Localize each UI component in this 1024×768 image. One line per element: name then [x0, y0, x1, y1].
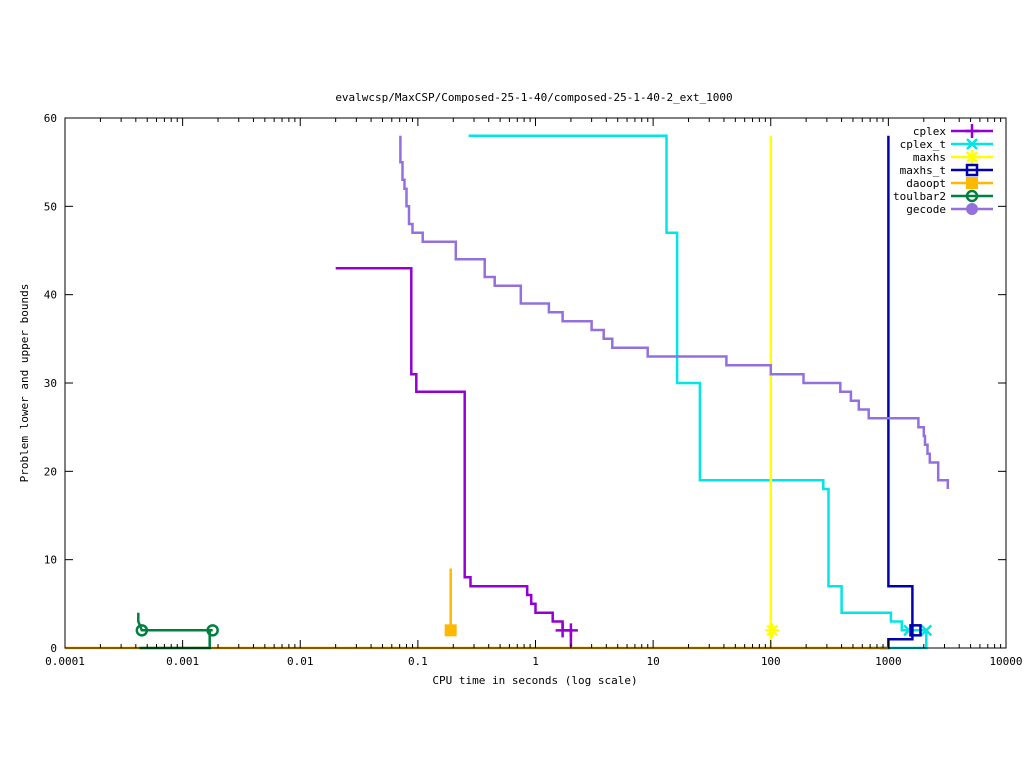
legend-marker — [965, 150, 979, 164]
series-line-cplex — [335, 266, 573, 648]
legend-marker — [966, 138, 978, 150]
legend: cplexcplex_tmaxhsmaxhs_tdaoopttoulbar2ge… — [893, 124, 993, 216]
data-point-maxhs_t — [909, 624, 922, 637]
series-toulbar2 — [135, 612, 219, 650]
x-axis-label: CPU time in seconds (log scale) — [432, 674, 637, 687]
legend-item-maxhs: maxhs — [913, 150, 993, 164]
legend-item-maxhs_t: maxhs_t — [900, 163, 993, 177]
y-axis: 0 10 20 30 40 50 60 — [44, 112, 1006, 655]
x-tick-label: 0.0001 — [45, 655, 85, 668]
legend-marker — [966, 177, 978, 189]
series-cplex_t — [468, 134, 933, 650]
x-tick-label: 1 — [532, 655, 539, 668]
legend-marker — [965, 189, 979, 203]
legend-marker — [965, 163, 979, 177]
chart-title: evalwcsp/MaxCSP/Composed-25-1-40/compose… — [335, 91, 732, 104]
legend-item-cplex_t: cplex_t — [900, 138, 993, 151]
x-tick-label: 1000 — [875, 655, 902, 668]
x-tick-label: 100 — [761, 655, 781, 668]
legend-label: daoopt — [906, 177, 946, 190]
y-tick-label: 30 — [44, 377, 57, 390]
series-maxhs — [765, 135, 780, 648]
x-tick-label: 10 — [647, 655, 660, 668]
legend-label: maxhs_t — [900, 164, 946, 177]
plot-series — [65, 134, 950, 650]
series-line-cplex_t — [468, 134, 928, 650]
data-point-toulbar2 — [135, 624, 149, 637]
series-gecode — [399, 135, 950, 489]
plot-frame — [64, 117, 1007, 649]
legend-label: cplex_t — [900, 138, 946, 151]
legend-item-gecode: gecode — [906, 203, 993, 216]
legend-label: toulbar2 — [893, 190, 946, 203]
series-daoopt — [65, 568, 889, 650]
legend-label: gecode — [906, 203, 946, 216]
y-tick-label: 0 — [50, 642, 57, 655]
legend-item-toulbar2: toulbar2 — [893, 189, 993, 203]
data-point-cplex_t — [920, 624, 933, 637]
data-point-toulbar2 — [206, 624, 219, 637]
x-tick-label: 10000 — [989, 655, 1022, 668]
legend-item-cplex: cplex — [913, 124, 993, 138]
y-tick-label: 50 — [44, 200, 57, 213]
legend-label: cplex — [913, 125, 946, 138]
x-tick-label: 0.1 — [408, 655, 428, 668]
x-axis: 0.0001 0.001 0.01 0.1 1 10 100 1000 10000 — [45, 118, 1023, 668]
x-tick-label: 0.001 — [166, 655, 199, 668]
x-tick-label: 0.01 — [287, 655, 314, 668]
y-tick-label: 10 — [44, 554, 57, 567]
legend-item-daoopt: daoopt — [906, 177, 993, 190]
data-point-daoopt — [444, 624, 457, 637]
data-point-maxhs — [765, 623, 780, 638]
data-point-cplex — [563, 623, 578, 638]
y-tick-label: 40 — [44, 289, 57, 302]
legend-label: maxhs — [913, 151, 946, 164]
series-line-gecode — [399, 135, 950, 489]
y-tick-label: 60 — [44, 112, 57, 125]
legend-marker — [965, 124, 979, 138]
series-line-toulbar2 — [137, 612, 213, 650]
y-axis-label: Problem lower and upper bounds — [18, 284, 31, 483]
series-cplex — [335, 266, 578, 648]
y-tick-label: 20 — [44, 465, 57, 478]
legend-marker — [966, 203, 978, 215]
